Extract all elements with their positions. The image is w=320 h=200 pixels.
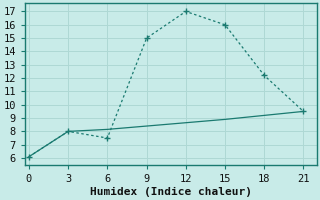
X-axis label: Humidex (Indice chaleur): Humidex (Indice chaleur)	[90, 186, 252, 197]
